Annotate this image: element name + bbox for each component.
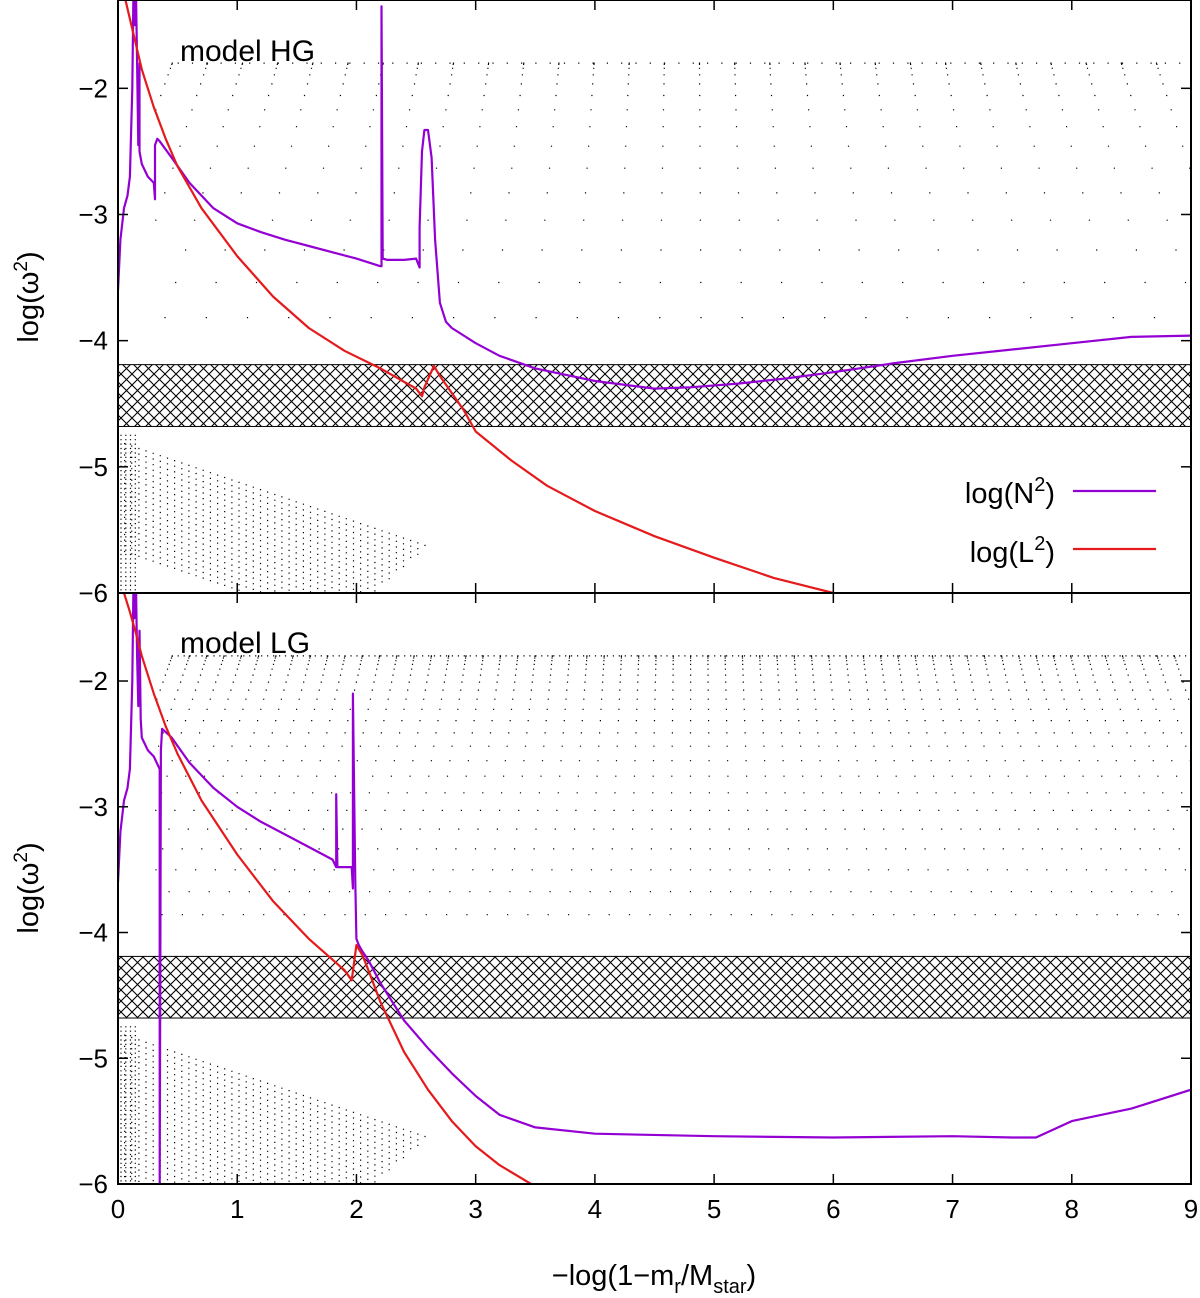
x-tick-label: 8 [1065,1194,1079,1224]
x-tick-label: 0 [111,1194,125,1224]
y-tick-label: −6 [78,1169,108,1199]
series-line-n2 [118,0,1191,390]
x-tick-label: 7 [945,1194,959,1224]
mode-dot-field [120,655,1191,1184]
x-tick-label: 5 [707,1194,721,1224]
y-tick-label: −3 [78,792,108,822]
series-line-l2 [124,0,834,593]
x-tick-label: 3 [468,1194,482,1224]
x-tick-label: 6 [826,1194,840,1224]
series-line-n2 [118,593,1191,1184]
plot-frame [117,592,1192,1185]
panel-model-lg: −6 −5 −4 −3 −2 0 1 2 3 4 5 6 7 8 9 model LG log(ω2) [11,592,1198,1224]
legend-entry-l2: log(L2) [970,533,1156,569]
y-axis-title: log(ω2) [11,842,45,933]
x-axis-title: −log(1−mr/Mstar) [552,1260,756,1298]
y-tick-label: −5 [78,452,108,482]
series-line-l2 [122,593,534,1184]
hatched-band [117,364,1192,427]
legend-label: log(L2) [970,533,1055,569]
y-tick-label: −6 [78,578,108,608]
x-tick-label: 4 [588,1194,602,1224]
legend-label: log(N2) [965,474,1055,510]
series-group [118,0,1191,593]
y-axis-ticks: −6 −5 −4 −3 −2 [78,666,1191,1199]
mode-dots [120,655,1191,1184]
hatched-band [117,955,1192,1019]
panel-model-hg: −6 −5 −4 −3 −2 model HG log(ω2) log(N2) log(… [11,0,1192,608]
mode-dots [120,62,1191,593]
y-axis-title: log(ω2) [11,251,45,342]
panel-label: model HG [180,35,315,68]
y-tick-label: −5 [78,1043,108,1073]
x-tick-label: 9 [1184,1194,1198,1224]
x-axis-ticks: 0 1 2 3 4 5 6 7 8 9 [111,593,1198,1224]
y-axis-ticks: −6 −5 −4 −3 −2 [78,73,1191,608]
y-tick-label: −2 [78,73,108,103]
panel-label: model LG [180,627,310,660]
y-tick-label: −4 [78,918,108,948]
y-tick-label: −3 [78,199,108,229]
legend: log(N2) log(L2) [965,474,1156,569]
mode-dot-field [120,62,1191,593]
legend-entry-n2: log(N2) [965,474,1156,510]
y-tick-label: −4 [78,326,108,356]
y-tick-label: −2 [78,666,108,696]
series-group [118,593,1191,1184]
x-tick-label: 1 [230,1194,244,1224]
x-tick-label: 2 [349,1194,363,1224]
